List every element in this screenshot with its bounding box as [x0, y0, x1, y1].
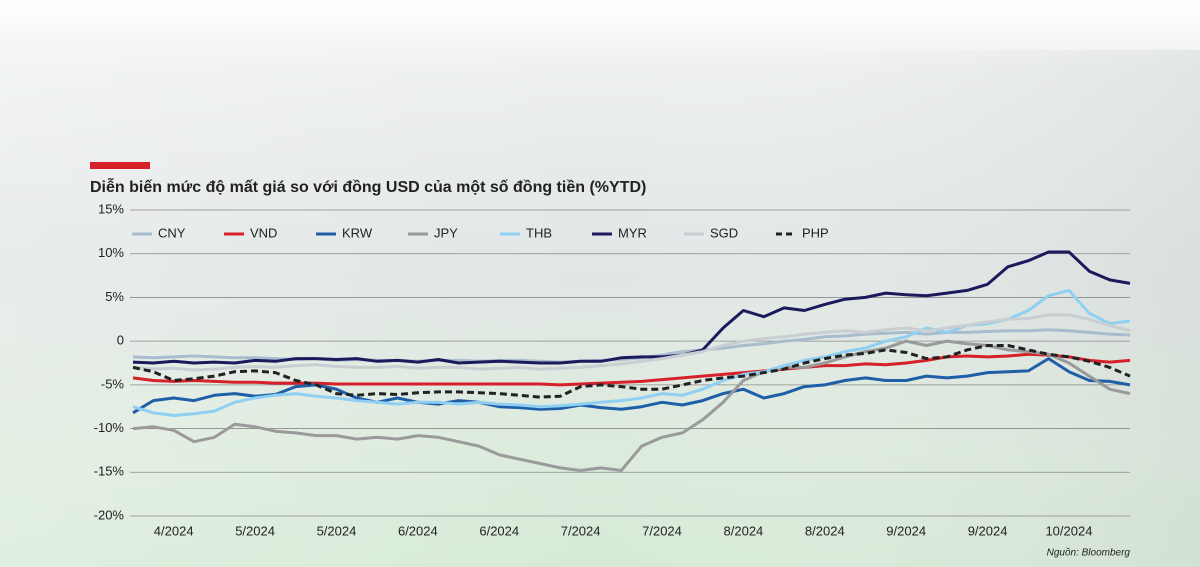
x-tick-label: 8/2024: [724, 523, 764, 538]
series-line: [132, 250, 1131, 365]
legend-label: VND: [250, 225, 277, 240]
x-tick-label: 7/2024: [642, 523, 682, 538]
x-tick-label: 4/2024: [154, 523, 194, 538]
x-tick-label: 8/2024: [805, 523, 845, 538]
series-line: [132, 313, 1131, 372]
legend-label: CNY: [158, 225, 186, 240]
x-tick-label: 9/2024: [968, 523, 1008, 538]
legend-label: JPY: [434, 225, 458, 240]
accent-bar: [90, 162, 150, 169]
x-tick-label: 6/2024: [398, 523, 438, 538]
legend-label: PHP: [802, 225, 829, 240]
background-shade: [0, 50, 1200, 567]
x-tick-label: 9/2024: [886, 523, 926, 538]
x-tick-label: 5/2024: [235, 523, 275, 538]
chart-title: Diễn biến mức độ mất giá so với đồng USD…: [90, 177, 646, 196]
legend-label: KRW: [342, 225, 373, 240]
legend-label: MYR: [618, 225, 647, 240]
series-line: [132, 352, 1131, 387]
source: Nguồn: Bloomberg: [1047, 547, 1131, 559]
y-tick-label: -5%: [101, 376, 125, 391]
x-tick-label: 5/2024: [317, 523, 357, 538]
y-tick-label: 5%: [105, 289, 124, 304]
legend-label: SGD: [710, 225, 738, 240]
x-tick-label: 10/2024: [1045, 523, 1092, 538]
y-tick-label: 0: [117, 333, 124, 348]
x-tick-label: 7/2024: [561, 523, 601, 538]
x-tick-label: 6/2024: [479, 523, 519, 538]
y-tick-label: 15%: [98, 201, 124, 216]
y-tick-label: -20%: [94, 507, 125, 522]
series-line: [132, 344, 1131, 399]
y-tick-label: 10%: [98, 245, 124, 260]
legend-label: THB: [526, 225, 552, 240]
series-line: [132, 357, 1131, 415]
y-tick-label: -15%: [94, 464, 125, 479]
y-tick-label: -10%: [94, 420, 125, 435]
series-line: [132, 339, 1131, 472]
